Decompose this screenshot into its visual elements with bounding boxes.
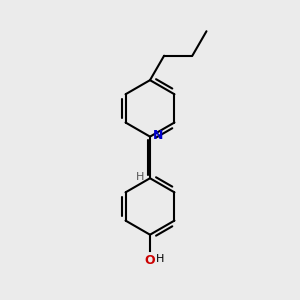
Text: O: O (145, 254, 155, 267)
Text: H: H (136, 172, 145, 182)
Text: N: N (153, 129, 163, 142)
Text: H: H (156, 254, 164, 264)
